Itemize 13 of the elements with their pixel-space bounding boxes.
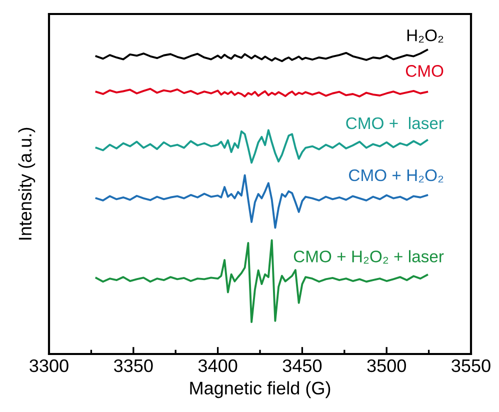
x-tick-label: 3350 bbox=[114, 359, 153, 372]
series-label: CMO + H₂O₂ + laser bbox=[294, 250, 444, 264]
x-tick-label: 3450 bbox=[282, 359, 322, 372]
y-axis-title: Intensity (a.u.) bbox=[18, 128, 36, 240]
x-tick-label: 3300 bbox=[30, 359, 68, 372]
series-label: CMO + H₂O₂ bbox=[349, 169, 444, 182]
x-tick-label: 3400 bbox=[198, 359, 238, 372]
x-tick-label: 3550 bbox=[452, 359, 490, 372]
series-label: CMO + laser bbox=[346, 116, 444, 130]
series-label: CMO bbox=[406, 65, 444, 77]
x-axis-title: Magnetic field (G) bbox=[190, 381, 330, 398]
series-label: H₂O₂ bbox=[407, 29, 444, 43]
x-tick-label: 3500 bbox=[367, 359, 406, 372]
